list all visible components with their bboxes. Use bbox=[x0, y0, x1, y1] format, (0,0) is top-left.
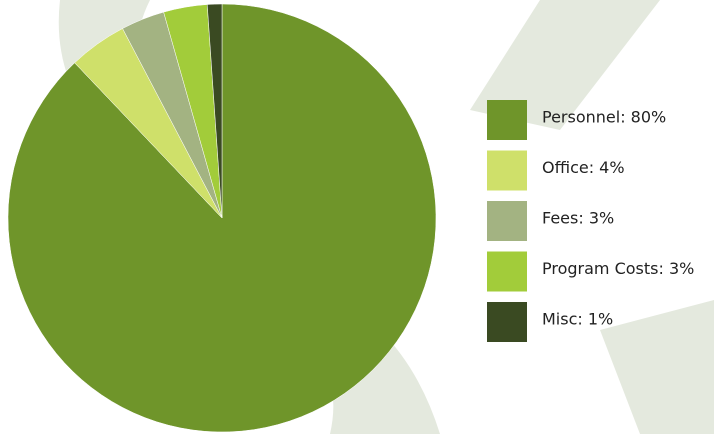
legend-swatch bbox=[487, 251, 527, 292]
pie-slice bbox=[206, 3, 223, 219]
legend-label: Program Costs: 3% bbox=[542, 259, 694, 278]
legend-label: Fees: 3% bbox=[542, 209, 614, 228]
legend-swatch bbox=[487, 201, 527, 241]
legend-label: Personnel: 80% bbox=[542, 108, 666, 127]
legend-label: Misc: 1% bbox=[542, 310, 613, 329]
legend-swatch bbox=[487, 100, 527, 140]
legend-swatch bbox=[487, 302, 527, 342]
legend-swatch bbox=[487, 150, 527, 191]
legend-label: Office: 4% bbox=[542, 158, 625, 177]
